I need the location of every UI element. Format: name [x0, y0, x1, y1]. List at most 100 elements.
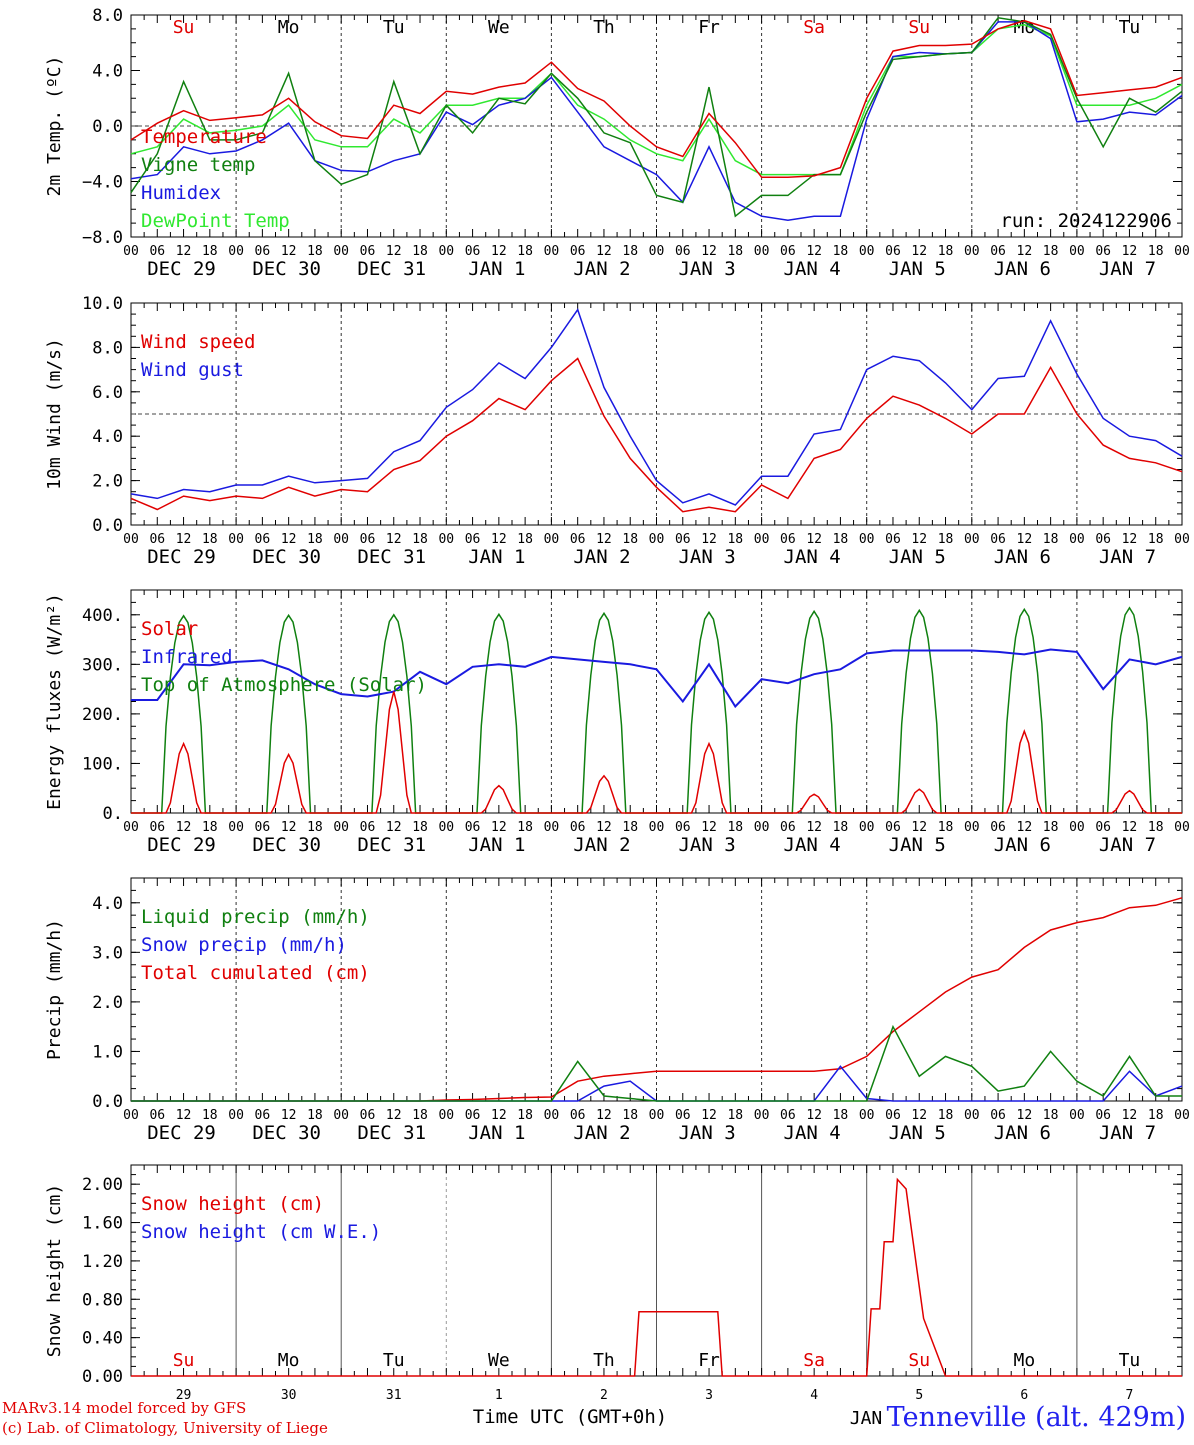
- weekday-label: Mo: [278, 1350, 300, 1371]
- hour-tick-label: 12: [176, 532, 192, 547]
- hour-tick-label: 00: [544, 820, 560, 835]
- hour-tick-label: 00: [649, 244, 665, 259]
- series-line-temperature: [130, 19, 1183, 179]
- hour-tick-label: 12: [386, 820, 402, 835]
- hour-tick-label: 18: [833, 532, 849, 547]
- series-line-snow-height-cm-: [131, 1177, 1182, 1377]
- date-label: JAN 5: [889, 258, 946, 280]
- hour-tick-label: 00: [544, 244, 560, 259]
- legend-entry: Snow height (cm): [141, 1193, 324, 1215]
- hour-tick-label: 12: [386, 1108, 402, 1123]
- y-axis-title: Energy fluxes (W/m²): [44, 593, 65, 810]
- hour-tick-label: 00: [964, 244, 980, 259]
- hour-tick-label: 06: [885, 820, 901, 835]
- y-tick-label: 0.80: [82, 1290, 123, 1310]
- hour-tick-label: 18: [307, 244, 323, 259]
- hour-tick-label: 00: [544, 1108, 560, 1123]
- hour-tick-label: 06: [1095, 1108, 1111, 1123]
- hour-tick-label: 18: [938, 820, 954, 835]
- hour-tick-label: 18: [1043, 244, 1059, 259]
- hour-tick-label: 00: [964, 1108, 980, 1123]
- hour-tick-label: 12: [596, 1108, 612, 1123]
- hour-tick-label: 12: [806, 820, 822, 835]
- hour-tick-label: 12: [491, 820, 507, 835]
- date-label: JAN 2: [573, 258, 630, 280]
- month-label: JAN: [850, 1408, 883, 1429]
- date-label: JAN 6: [994, 834, 1051, 856]
- hour-tick-label: 06: [465, 532, 481, 547]
- day-number-label: 31: [386, 1388, 402, 1403]
- date-label: DEC 29: [147, 258, 216, 280]
- day-number-label: 7: [1126, 1388, 1134, 1403]
- hour-tick-label: 18: [517, 244, 533, 259]
- hour-tick-label: 18: [938, 244, 954, 259]
- hour-tick-label: 12: [911, 820, 927, 835]
- date-label: JAN 5: [889, 546, 946, 568]
- weekday-label: Su: [173, 17, 195, 38]
- y-axis-title: Precip (mm/h): [44, 919, 65, 1060]
- y-tick-label: 8.0: [92, 6, 123, 26]
- weekday-label: Tu: [1119, 17, 1141, 38]
- hour-tick-label: 00: [754, 820, 770, 835]
- hour-tick-label: 18: [202, 244, 218, 259]
- date-label: JAN 3: [678, 1122, 735, 1144]
- panel-3: 400. 300. 200. 100. 0. Energy fluxes (W/m²) So…: [44, 589, 1190, 856]
- hour-tick-label: 12: [701, 1108, 717, 1123]
- y-tick-label: 4.0: [92, 62, 123, 82]
- hour-tick-label: 00: [1069, 1108, 1085, 1123]
- plot-frame: [130, 589, 1183, 814]
- legend-entry: Vigne temp: [141, 154, 255, 176]
- hour-tick-label: 00: [1174, 244, 1190, 259]
- hour-tick-label: 06: [149, 244, 165, 259]
- hour-tick-label: 18: [833, 1108, 849, 1123]
- station-title: Tenneville (alt. 429m): [886, 1402, 1186, 1433]
- hour-tick-label: 00: [649, 532, 665, 547]
- hour-tick-label: 12: [281, 532, 297, 547]
- date-label: JAN 2: [573, 546, 630, 568]
- weekday-label: Th: [593, 17, 615, 38]
- day-number-label: 4: [810, 1388, 818, 1403]
- series-line-humidex: [130, 21, 1183, 222]
- hour-tick-label: 12: [1122, 532, 1138, 547]
- date-label: DEC 31: [357, 258, 426, 280]
- hour-tick-label: 12: [176, 1108, 192, 1123]
- hour-tick-label: 00: [228, 820, 244, 835]
- panel-5: 2.00 1.60 1.20 0.80 0.40 0.00 Snow height (cm)…: [44, 1164, 1183, 1429]
- day-number-label: 29: [176, 1388, 192, 1403]
- hour-tick-label: 18: [622, 244, 638, 259]
- hour-tick-label: 06: [780, 532, 796, 547]
- hour-tick-label: 18: [1043, 532, 1059, 547]
- weekday-label: Tu: [383, 1350, 405, 1371]
- hour-tick-label: 06: [1095, 244, 1111, 259]
- date-label: JAN 2: [573, 1122, 630, 1144]
- weekday-label: Su: [908, 1350, 930, 1371]
- weekday-label: Sa: [803, 17, 825, 38]
- y-tick-label: 100.: [82, 754, 123, 774]
- date-label: JAN 1: [468, 258, 525, 280]
- y-tick-label: 0.: [103, 804, 123, 824]
- y-tick-label: 2.0: [92, 472, 123, 492]
- hour-tick-label: 06: [675, 820, 691, 835]
- legend-entry: Humidex: [141, 182, 221, 204]
- hour-tick-label: 06: [885, 1108, 901, 1123]
- y-tick-label: 3.0: [92, 943, 123, 963]
- weekday-label: Su: [173, 1350, 195, 1371]
- weekday-label: Su: [908, 17, 930, 38]
- hour-tick-label: 06: [255, 244, 271, 259]
- hour-tick-label: 06: [990, 532, 1006, 547]
- series-line-wind-speed: [130, 357, 1183, 513]
- date-label: JAN 1: [468, 834, 525, 856]
- hour-tick-label: 18: [202, 820, 218, 835]
- hour-tick-label: 18: [727, 244, 743, 259]
- hour-tick-label: 00: [333, 820, 349, 835]
- hour-tick-label: 12: [806, 1108, 822, 1123]
- hour-tick-label: 00: [1174, 820, 1190, 835]
- hour-tick-label: 00: [333, 244, 349, 259]
- hour-tick-label: 18: [202, 1108, 218, 1123]
- hour-tick-label: 18: [412, 244, 428, 259]
- hour-tick-label: 12: [491, 532, 507, 547]
- weekday-label: Fr: [698, 17, 720, 38]
- y-axis-title: 10m Wind (m/s): [44, 338, 65, 490]
- date-label: JAN 5: [889, 1122, 946, 1144]
- hour-tick-label: 00: [1174, 1108, 1190, 1123]
